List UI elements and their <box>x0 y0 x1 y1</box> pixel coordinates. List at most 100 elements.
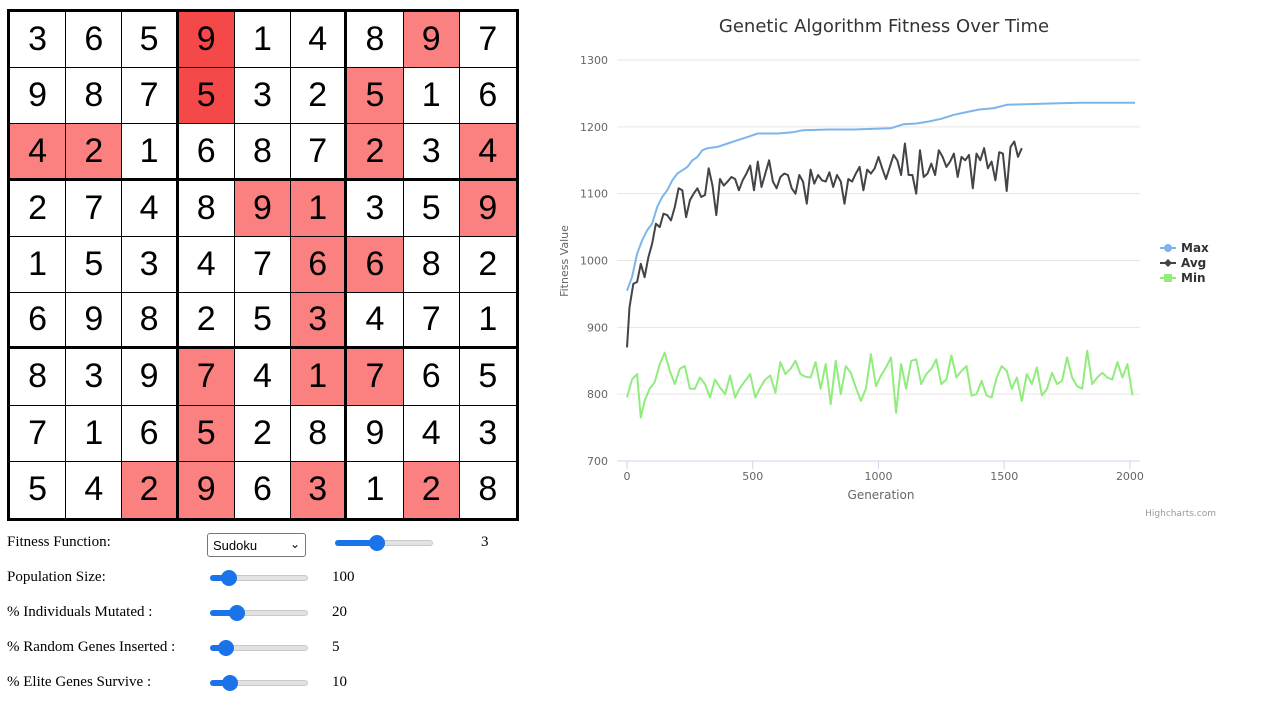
sudoku-cell: 3 <box>403 124 460 181</box>
random-genes-slider[interactable] <box>210 640 308 656</box>
individuals-mutated-label: % Individuals Mutated : <box>7 604 153 620</box>
sudoku-cell: 6 <box>66 12 123 69</box>
sudoku-cell: 3 <box>347 180 404 237</box>
random-genes-label: % Random Genes Inserted : <box>7 639 176 655</box>
fitness-function-selected: Sudoku <box>213 537 258 553</box>
sudoku-cell: 1 <box>347 461 404 518</box>
sudoku-cell: 3 <box>234 68 292 125</box>
fitness-function-label: Fitness Function: <box>7 534 111 550</box>
sudoku-cell: 9 <box>347 405 404 462</box>
series-line-avg[interactable] <box>626 140 1023 348</box>
sudoku-cell: 6 <box>235 461 292 518</box>
sudoku-cell: 2 <box>66 124 123 181</box>
sudoku-cell: 8 <box>347 12 404 69</box>
sudoku-cell: 4 <box>347 293 404 350</box>
sudoku-cell: 1 <box>10 236 67 294</box>
sudoku-cell: 7 <box>403 293 460 350</box>
x-tick-label: 0 <box>624 470 631 483</box>
legend-label[interactable]: Min <box>1181 271 1206 285</box>
sudoku-cell: 9 <box>66 293 123 350</box>
sudoku-cell: 9 <box>234 180 292 237</box>
sudoku-cell: 4 <box>459 124 516 181</box>
sudoku-cell: 8 <box>66 68 123 125</box>
y-axis-label: Fitness Value <box>558 225 571 297</box>
sudoku-cell: 5 <box>178 405 235 462</box>
x-tick-label: 500 <box>742 470 763 483</box>
legend-circle-marker[interactable] <box>1164 244 1172 252</box>
slider-thumb[interactable] <box>218 640 235 656</box>
sudoku-cell: 2 <box>122 461 179 518</box>
elite-genes-slider[interactable] <box>210 675 308 691</box>
sudoku-cell: 7 <box>10 405 67 462</box>
sudoku-cell: 3 <box>291 293 348 350</box>
population-size-value: 100 <box>332 569 355 585</box>
sudoku-cell: 8 <box>478 470 498 509</box>
sudoku-cell: 3 <box>66 349 123 406</box>
sudoku-cell: 5 <box>10 461 67 518</box>
sudoku-cell: 2 <box>459 237 516 294</box>
x-tick-label: 2000 <box>1116 470 1144 483</box>
chart-title: Genetic Algorithm Fitness Over Time <box>719 16 1049 37</box>
sudoku-cell: 3 <box>10 12 67 69</box>
sudoku-cell: 7 <box>178 349 235 406</box>
legend-label[interactable]: Avg <box>1181 256 1206 270</box>
sudoku-cell: 6 <box>347 236 404 294</box>
sudoku-cell: 7 <box>459 12 516 69</box>
legend-label[interactable]: Max <box>1181 241 1209 255</box>
sudoku-cell: 4 <box>122 180 179 237</box>
sudoku-cell: 2 <box>10 180 67 237</box>
sudoku-cell: 5 <box>403 180 460 237</box>
sudoku-cell: 1 <box>291 349 348 406</box>
sudoku-cell: 9 <box>403 12 460 69</box>
elite-genes-value: 10 <box>332 674 347 690</box>
slider-thumb[interactable] <box>228 605 245 621</box>
sudoku-cell: 2 <box>291 68 348 125</box>
fitness-chart: Genetic Algorithm Fitness Over Time 700 8… <box>558 16 1216 519</box>
legend-square-marker[interactable] <box>1164 274 1172 282</box>
series-line-min[interactable] <box>626 349 1134 419</box>
fitness-function-select[interactable]: Sudoku ⌄ <box>207 533 306 557</box>
sudoku-cell: 2 <box>403 461 460 518</box>
legend-diamond-marker[interactable] <box>1164 259 1172 267</box>
elite-genes-label: % Elite Genes Survive : <box>7 674 152 690</box>
series-line-max[interactable] <box>626 101 1135 291</box>
sudoku-cell: 8 <box>291 405 348 462</box>
slider-thumb[interactable] <box>220 570 237 586</box>
sudoku-cell: 1 <box>459 293 516 350</box>
sudoku-cell: 4 <box>234 349 292 406</box>
sudoku-cell: 9 <box>178 461 235 518</box>
sudoku-cell: 1 <box>403 68 460 125</box>
y-tick-label: 1200 <box>580 121 608 134</box>
sudoku-cell: 1 <box>66 405 123 462</box>
y-tick-label: 900 <box>587 321 608 334</box>
sudoku-cell: 9 <box>459 180 516 237</box>
individuals-mutated-slider[interactable] <box>210 605 308 621</box>
sudoku-cell: 8 <box>10 349 67 406</box>
sudoku-cell: 8 <box>178 180 235 237</box>
population-size-slider[interactable] <box>210 570 308 586</box>
sudoku-cell: 4 <box>66 461 123 518</box>
y-tick-label: 800 <box>587 388 608 401</box>
slider-thumb[interactable] <box>368 535 385 551</box>
fitness-function-value: 3 <box>481 534 489 550</box>
sudoku-cell: 3 <box>291 461 348 518</box>
sudoku-cell: 7 <box>347 349 404 406</box>
fitness-function-slider[interactable] <box>335 535 433 551</box>
sudoku-cell: 6 <box>122 405 179 462</box>
x-tick-label: 1500 <box>990 470 1018 483</box>
sudoku-cell: 8 <box>234 124 292 181</box>
sudoku-cell: 1 <box>122 124 179 181</box>
sudoku-cell: 4 <box>291 12 348 69</box>
individuals-mutated-value: 20 <box>332 604 347 620</box>
slider-thumb[interactable] <box>222 675 239 691</box>
sudoku-cell: 5 <box>459 349 516 406</box>
sudoku-cell: 5 <box>66 236 123 294</box>
sudoku-cell: 6 <box>10 293 67 350</box>
chart-credits[interactable]: Highcharts.com <box>1145 509 1216 519</box>
sudoku-cell: 6 <box>403 349 460 406</box>
sudoku-cell: 2 <box>178 293 235 350</box>
sudoku-cell: 8 <box>403 236 460 294</box>
sudoku-cell: 6 <box>459 68 516 125</box>
chevron-down-icon: ⌄ <box>289 537 300 551</box>
